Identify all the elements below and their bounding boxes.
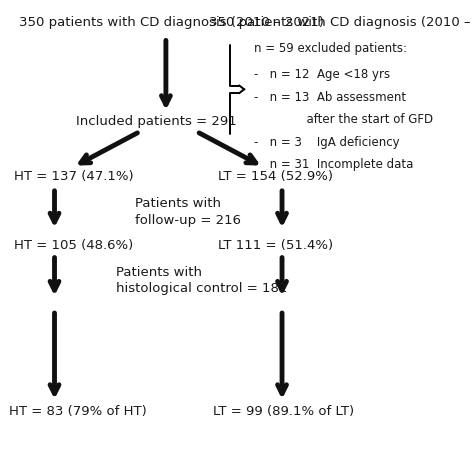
Text: follow-up = 216: follow-up = 216 bbox=[135, 214, 241, 227]
Text: Patients with: Patients with bbox=[116, 266, 202, 279]
Text: HT = 137 (47.1%): HT = 137 (47.1%) bbox=[14, 170, 134, 183]
Text: LT = 99 (89.1% of LT): LT = 99 (89.1% of LT) bbox=[213, 405, 355, 418]
Text: 350 patients with CD diagnosis (2010 – 2021): 350 patients with CD diagnosis (2010 – 2… bbox=[209, 16, 474, 30]
Text: -   n = 13  Ab assessment: - n = 13 Ab assessment bbox=[254, 91, 406, 104]
Text: after the start of GFD: after the start of GFD bbox=[254, 113, 433, 126]
Text: Included patients = 291: Included patients = 291 bbox=[76, 115, 237, 128]
Text: Patients with: Patients with bbox=[135, 197, 221, 211]
Text: 350 patients with CD diagnosis (2010 – 2021): 350 patients with CD diagnosis (2010 – 2… bbox=[19, 16, 324, 30]
Text: -   n = 31  Incomplete data: - n = 31 Incomplete data bbox=[254, 158, 413, 172]
Text: HT = 83 (79% of HT): HT = 83 (79% of HT) bbox=[9, 405, 147, 418]
Text: LT 111 = (51.4%): LT 111 = (51.4%) bbox=[218, 239, 333, 252]
Text: -   n = 12  Age <18 yrs: - n = 12 Age <18 yrs bbox=[254, 68, 390, 81]
Text: -   n = 3    IgA deficiency: - n = 3 IgA deficiency bbox=[254, 136, 399, 149]
Text: histological control = 182: histological control = 182 bbox=[116, 282, 288, 295]
Text: LT = 154 (52.9%): LT = 154 (52.9%) bbox=[218, 170, 333, 183]
Text: n = 59 excluded patients:: n = 59 excluded patients: bbox=[254, 42, 407, 55]
Text: HT = 105 (48.6%): HT = 105 (48.6%) bbox=[14, 239, 134, 252]
